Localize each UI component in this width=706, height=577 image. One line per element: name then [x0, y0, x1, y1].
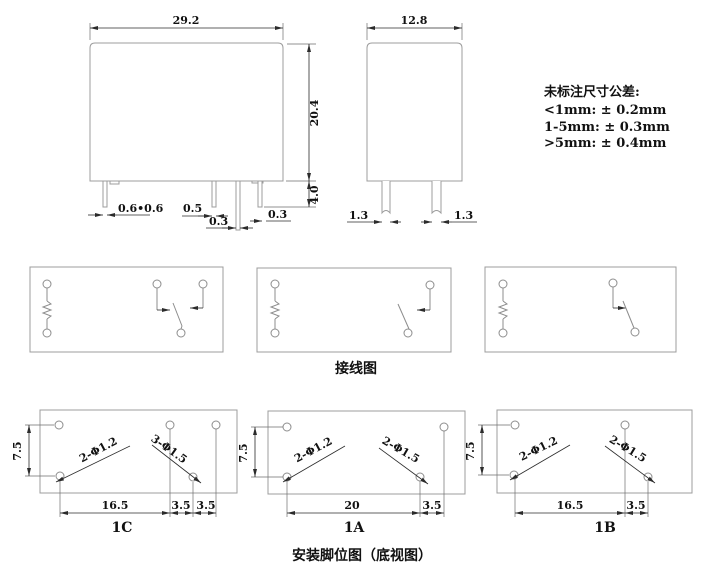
- dim-pin-length: 4.0: [264, 181, 321, 208]
- pin: [235, 180, 241, 231]
- dim-side-pin-right: 1.3: [421, 209, 477, 224]
- front-pins: [102, 180, 263, 231]
- dim-1b-span-label: 16.5: [557, 499, 584, 512]
- dim-front-height-label: 20.4: [308, 99, 321, 126]
- callout-1a-small-holes: 2-Φ1.2: [282, 435, 346, 483]
- mount-outline: [267, 410, 466, 495]
- callout-1b-large-label: 2-Φ1.5: [607, 433, 649, 465]
- hole: [510, 420, 520, 430]
- dim-1b-height: 7.5: [464, 424, 510, 476]
- dim-1c-height-label: 7.5: [11, 441, 24, 460]
- dim-1c-gap1-label: 3.5: [171, 499, 190, 512]
- hole: [439, 422, 449, 432]
- pin: [211, 180, 217, 208]
- tolerance-note: 未标注尺寸公差: <1mm: ± 0.2mm 1-5mm: ± 0.3mm >5…: [543, 84, 670, 151]
- side-view: 12.8 1.3 1.3: [347, 14, 477, 224]
- callout-1c-large-label: 3-Φ1.5: [149, 432, 190, 466]
- wiring-diagram-1c: [29, 266, 224, 353]
- wiring-caption: 接线图: [335, 360, 377, 377]
- coil-symbol: [497, 279, 509, 338]
- relay-body-side: [366, 42, 463, 182]
- dim-1b-gap1-label: 3.5: [626, 499, 645, 512]
- normally-closed-contact-symbol: [608, 278, 640, 337]
- coil-symbol: [269, 279, 281, 338]
- relay-body-front: [89, 42, 284, 182]
- mounting-layout-1c: 7.5 16.5 3.5 3.5 2-Φ1.2 3-Φ1.5 1C: [11, 409, 238, 536]
- dim-1b-height-label: 7.5: [464, 441, 477, 460]
- dim-1a-gap1-label: 3.5: [422, 499, 441, 512]
- dim-1b-bottom: 16.5 3.5: [514, 429, 649, 517]
- wiring-diagram-1b: [484, 266, 677, 353]
- mounting-caption: 安装脚位图（底视图）: [292, 547, 432, 564]
- pin: [102, 180, 108, 208]
- dim-side-pin-left: 1.3: [347, 209, 401, 224]
- dim-pin-c: 0.3: [206, 215, 253, 230]
- dim-side-width: 12.8: [366, 14, 463, 40]
- dim-1a-span-label: 20: [344, 499, 360, 512]
- dim-pin-c-label: 0.3: [209, 215, 228, 228]
- callout-1c-small-label: 2-Φ1.2: [77, 435, 119, 466]
- dim-1c-height: 7.5: [11, 424, 55, 477]
- dim-front-width-label: 29.2: [173, 14, 200, 27]
- dim-pin-b-label: 0.5: [183, 202, 202, 215]
- mount-outline: [496, 409, 693, 494]
- dim-front-width: 29.2: [89, 14, 284, 40]
- wiring-box: [256, 267, 452, 353]
- dim-pin-d-label: 0.3: [268, 208, 287, 221]
- dim-1a-height-label: 7.5: [237, 443, 250, 462]
- hole: [54, 420, 64, 430]
- layout-label-1c: 1C: [112, 520, 133, 536]
- coil-symbol: [41, 279, 53, 338]
- tolerance-row-1: <1mm: ± 0.2mm: [544, 103, 667, 118]
- dim-side-width-label: 12.8: [401, 14, 428, 27]
- hole: [282, 422, 292, 432]
- dim-pin-b: 0.5: [182, 202, 228, 218]
- dim-1a-height: 7.5: [237, 426, 283, 478]
- wiring-box: [29, 266, 224, 353]
- callout-1a-small-label: 2-Φ1.2: [292, 435, 334, 466]
- mount-holes: [54, 420, 221, 482]
- layout-label-1a: 1A: [344, 520, 366, 536]
- dim-side-pin-right-label: 1.3: [454, 209, 473, 222]
- callout-1b-small-holes: 2-Φ1.2: [509, 434, 571, 481]
- dim-pin-a: 0.6•0.6: [88, 202, 164, 217]
- pin: [257, 180, 263, 208]
- normally-open-contact-symbol: [397, 280, 435, 338]
- layout-label-1b: 1B: [594, 520, 616, 536]
- hole: [211, 420, 221, 430]
- dim-pin-d: 0.3: [250, 208, 291, 223]
- callout-1c-small-holes: 2-Φ1.2: [55, 435, 131, 483]
- dim-1c-gap2-label: 3.5: [196, 499, 215, 512]
- dim-pin-a-label: 0.6•0.6: [118, 202, 164, 215]
- hole: [620, 420, 630, 430]
- case-notch-left: [109, 180, 120, 185]
- callout-1b-small-label: 2-Φ1.2: [517, 434, 560, 464]
- mounting-layout-1b: 7.5 16.5 3.5 2-Φ1.2 2-Φ1.5 1B: [464, 409, 693, 536]
- front-view: 29.2 20.4 4.0 0.6•0.6 0.5 0.3: [88, 14, 321, 231]
- hole: [165, 420, 175, 430]
- pin: [431, 181, 442, 215]
- wiring-box: [484, 266, 677, 353]
- dim-front-height: 20.4: [286, 43, 321, 182]
- changeover-contact-symbol: [152, 279, 208, 338]
- callout-1a-large-label: 2-Φ1.5: [380, 434, 422, 466]
- wiring-diagram-1a: [256, 267, 452, 353]
- dim-pin-length-label: 4.0: [308, 185, 321, 204]
- dim-1a-bottom: 20 3.5: [286, 431, 445, 517]
- tolerance-row-2: 1-5mm: ± 0.3mm: [544, 120, 670, 135]
- dim-1c-bottom: 16.5 3.5 3.5: [59, 429, 217, 517]
- tolerance-title: 未标注尺寸公差:: [543, 84, 640, 100]
- tolerance-row-3: >5mm: ± 0.4mm: [544, 136, 667, 151]
- mount-outline: [39, 409, 238, 494]
- pin: [381, 181, 391, 215]
- mounting-layout-1a: 7.5 20 3.5 2-Φ1.2 2-Φ1.5 1A: [237, 410, 466, 536]
- dim-side-pin-left-label: 1.3: [349, 209, 368, 222]
- dim-1c-span-label: 16.5: [102, 499, 129, 512]
